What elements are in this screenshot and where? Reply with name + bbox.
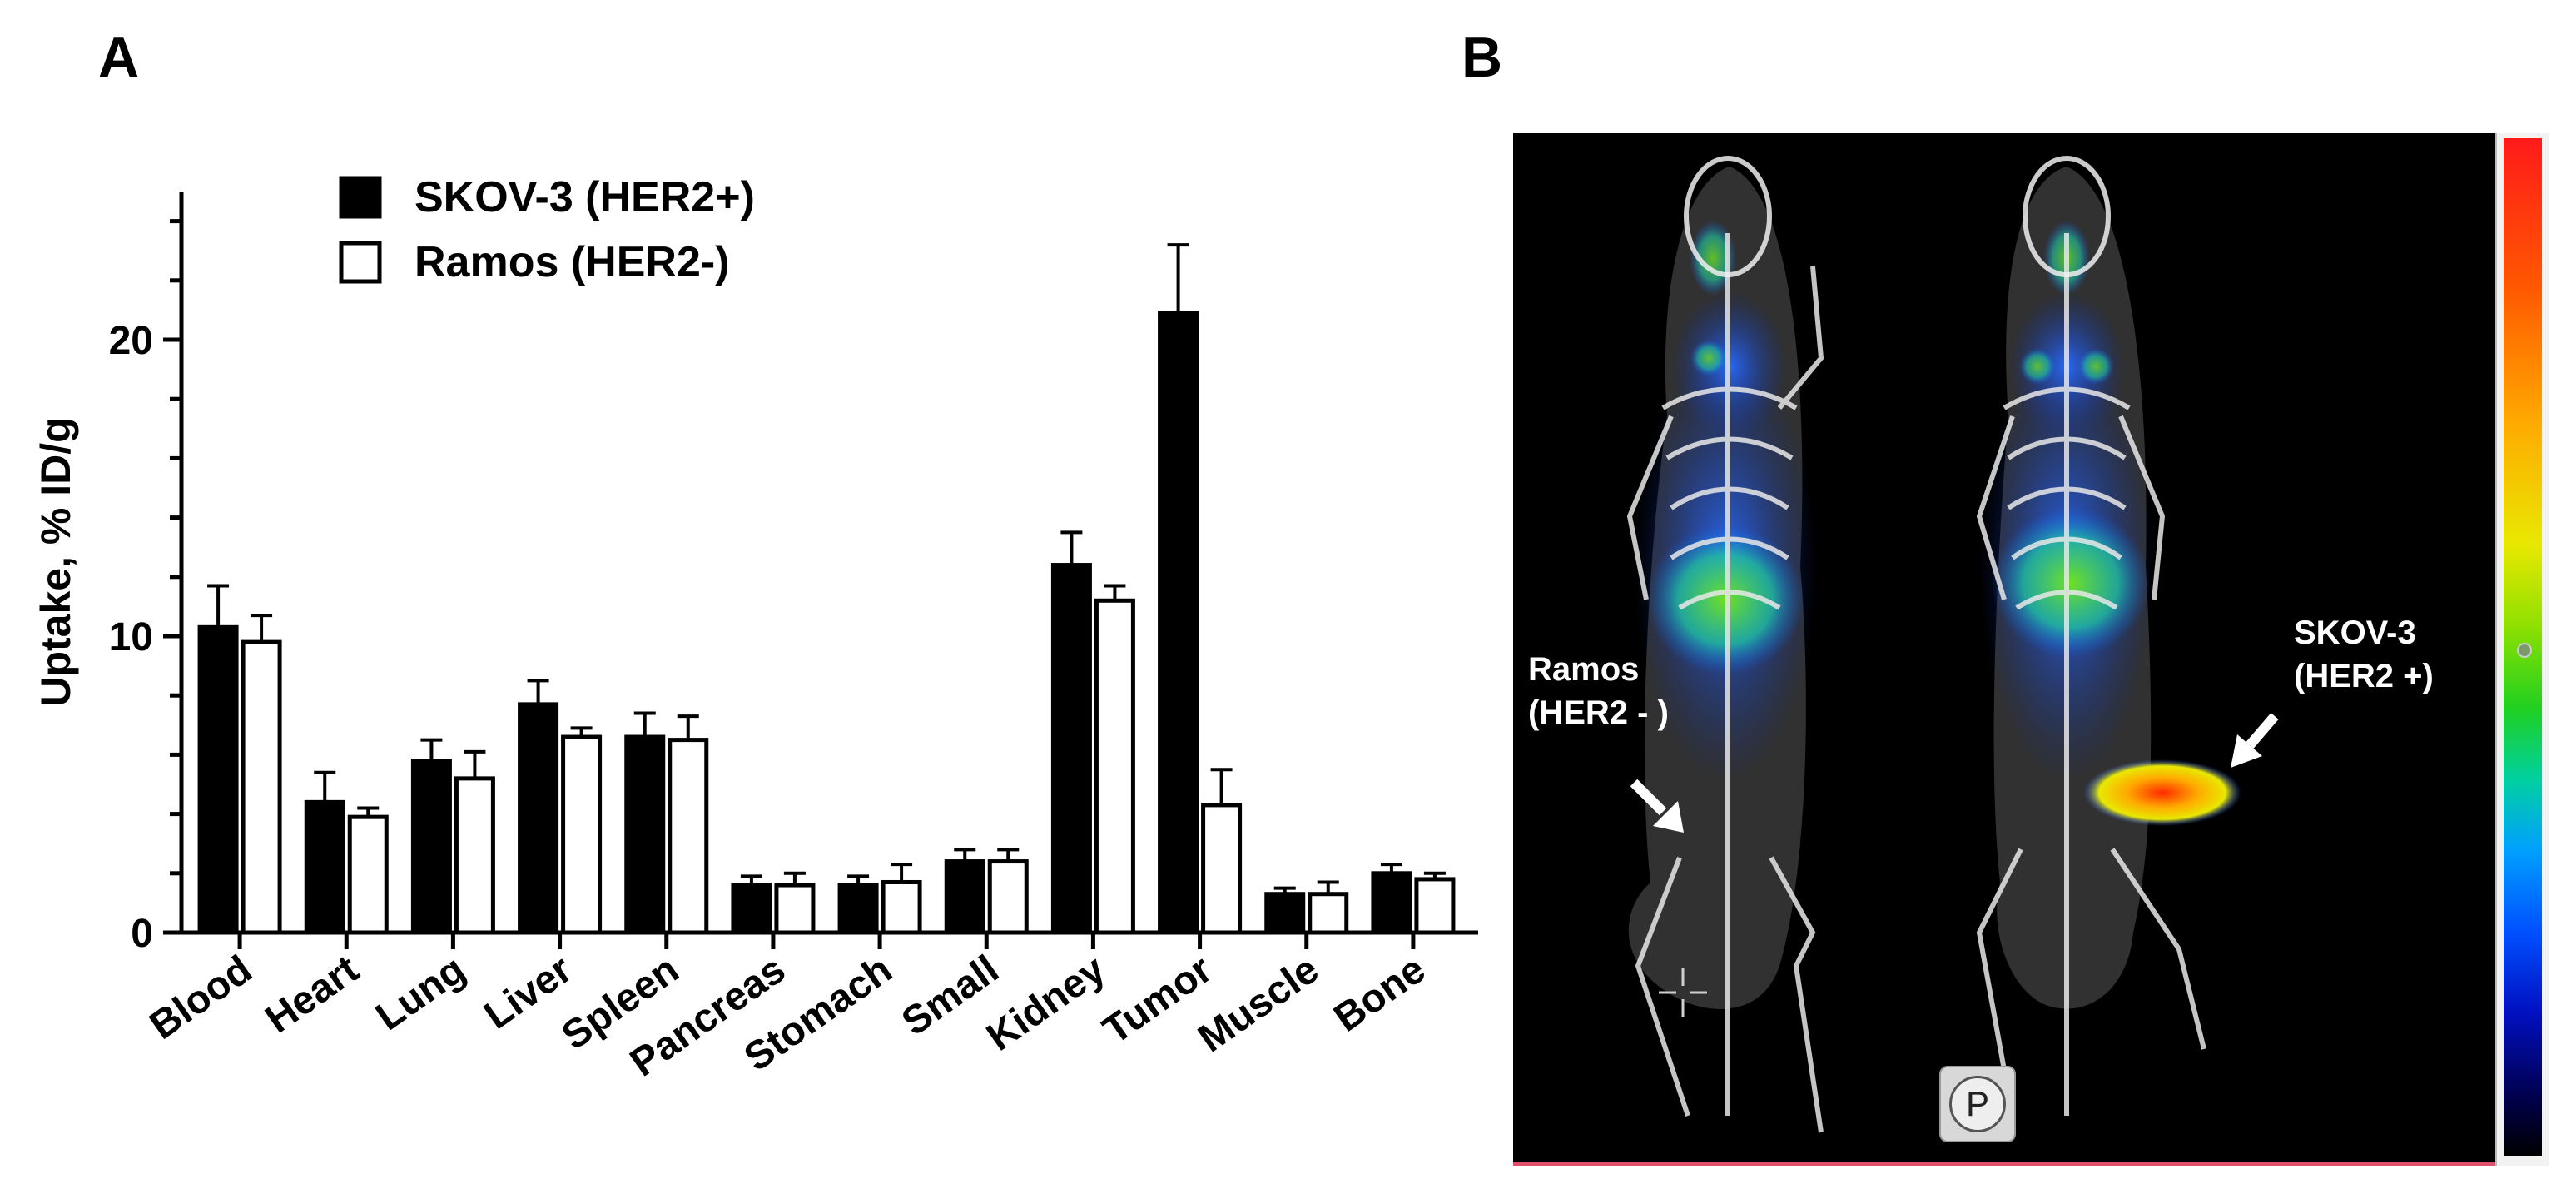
legend-swatch-skov3 <box>339 176 382 219</box>
colorbar <box>2495 133 2549 1166</box>
colorbar-marker-icon <box>2517 643 2532 658</box>
bar-ramos-kidney <box>1094 598 1135 935</box>
x-tick-label-muscle: Muscle <box>1190 948 1327 1062</box>
bar-ramos-stomach <box>881 879 922 935</box>
bar-ramos-pancreas <box>774 883 816 935</box>
panel-label-b: B <box>1462 26 1503 89</box>
crosshair-icon <box>1659 968 1707 1017</box>
p-badge-label: P <box>1949 1076 2006 1132</box>
annotation-ramos: Ramos (HER2 - ) <box>1528 651 1669 731</box>
legend-label-skov3: SKOV-3 (HER2+) <box>414 173 755 221</box>
y-axis-label: Uptake, % ID/g <box>32 417 79 706</box>
legend-swatch-ramos <box>339 241 382 284</box>
arrow-skov-icon <box>2231 713 2279 768</box>
bar-skov3-blood <box>197 624 239 935</box>
panel-label-a: A <box>98 26 140 89</box>
bar-ramos-bone <box>1414 877 1456 935</box>
bar-ramos-liver <box>561 734 603 935</box>
bar-ramos-blood <box>241 639 282 935</box>
bar-ramos-lung <box>454 776 495 935</box>
bar-skov3-tumor <box>1158 311 1199 935</box>
bar-skov3-stomach <box>837 883 879 935</box>
bar-skov3-pancreas <box>731 883 772 935</box>
bar-skov3-bone <box>1371 871 1412 935</box>
legend-label-ramos: Ramos (HER2-) <box>414 238 730 286</box>
x-tick-label-kidney: Kidney <box>979 947 1114 1059</box>
bar-ramos-small <box>987 859 1029 935</box>
mouse-left <box>1626 156 1824 1133</box>
y-tick-label: 10 <box>109 615 153 659</box>
y-tick-label: 0 <box>131 912 153 956</box>
bar-skov3-heart <box>304 799 345 935</box>
pet-ct-image <box>1513 133 2495 1166</box>
bar-ramos-spleen <box>668 738 709 935</box>
y-tick-label: 20 <box>109 319 153 363</box>
bar-skov3-liver <box>518 702 559 935</box>
x-tick-label-heart: Heart <box>258 948 367 1042</box>
x-tick-label-bone: Bone <box>1327 948 1434 1041</box>
x-tick-label-lung: Lung <box>368 948 473 1040</box>
annotation-skov3: SKOV-3 (HER2 +) <box>2294 614 2434 694</box>
bar-ramos-muscle <box>1308 892 1349 935</box>
bar-ramos-heart <box>347 814 389 935</box>
arrow-ramos-icon <box>1630 779 1684 833</box>
bar-skov3-small <box>944 859 985 935</box>
p-badge-icon: P <box>1939 1066 2016 1142</box>
bar-ramos-tumor <box>1201 803 1243 935</box>
mouse-right <box>1976 156 2241 1117</box>
bar-skov3-spleen <box>624 734 666 935</box>
bar-skov3-lung <box>410 759 452 935</box>
x-tick-label-blood: Blood <box>142 948 261 1048</box>
bar-skov3-kidney <box>1050 563 1092 935</box>
image-border-line <box>1513 1162 2495 1166</box>
bar-skov3-muscle <box>1264 892 1306 935</box>
